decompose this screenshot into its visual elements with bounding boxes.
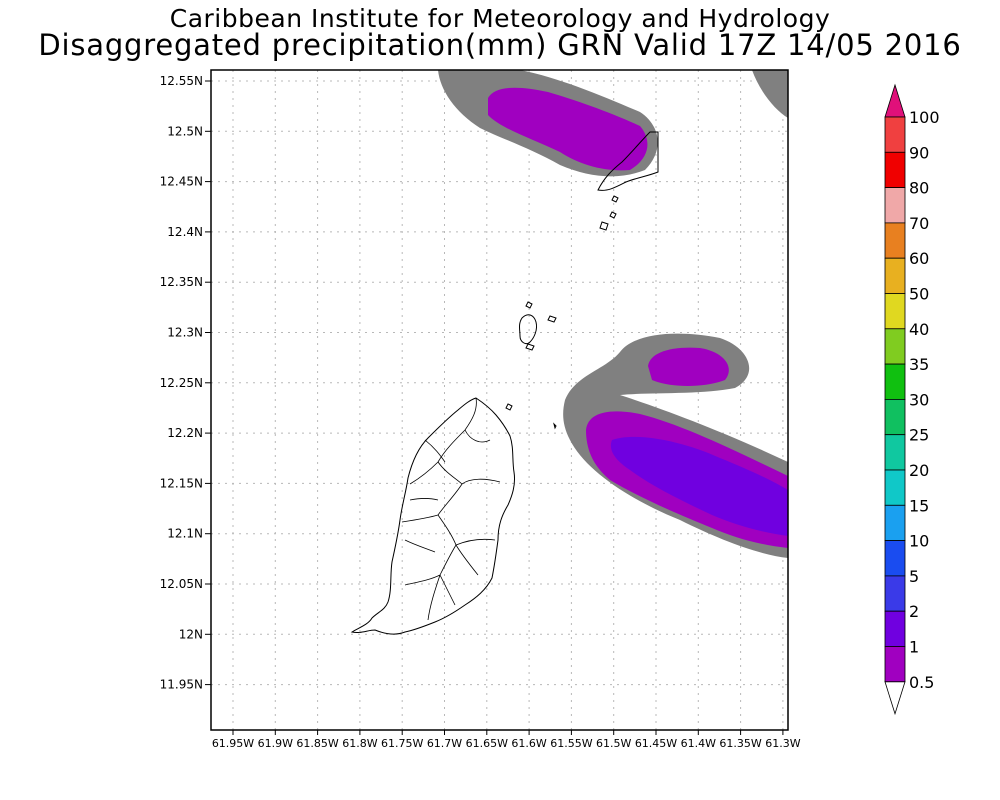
map-frame — [210, 69, 789, 731]
y-tick-label: 12.5N — [167, 124, 203, 138]
coastlines — [350, 131, 659, 635]
colorbar-label: 30 — [909, 390, 929, 409]
x-tick-label: 61.85W — [296, 737, 338, 750]
colorbar-label: 60 — [909, 249, 929, 268]
precipitation-field — [438, 70, 788, 558]
precip-area-northeast-low — [752, 70, 788, 118]
y-tick-label: 12.15N — [160, 476, 203, 490]
map-background — [211, 70, 788, 730]
x-tick-label: 61.95W — [212, 737, 254, 750]
precip-area-north-mid — [488, 87, 648, 171]
chart-title: Caribbean Institute for Meteorology and … — [169, 4, 831, 33]
x-tick-label: 61.9W — [258, 737, 293, 750]
colorbar-swatch — [884, 257, 906, 294]
y-tick-label: 12.1N — [167, 527, 203, 541]
colorbar-swatch — [884, 610, 906, 647]
colorbar-label: 90 — [909, 143, 929, 162]
colorbar-label: 10 — [909, 532, 929, 551]
colorbar-swatch — [884, 151, 906, 189]
colorbar-label: 25 — [909, 426, 929, 445]
precip-area-east-high — [610, 436, 788, 536]
small-island-8 — [611, 195, 619, 203]
y-tick-label: 12.35N — [160, 275, 203, 289]
x-tick-label: 61.7W — [427, 737, 462, 750]
colorbar-swatch — [884, 363, 906, 400]
colorbar-label: 40 — [909, 320, 929, 339]
x-tick-label: 61.8W — [342, 737, 377, 750]
small-island-6 — [599, 221, 609, 231]
colorbar-label: 2 — [909, 602, 919, 621]
colorbar-swatch — [884, 222, 906, 259]
colorbar-label: 70 — [909, 214, 929, 233]
small-island-3 — [525, 343, 535, 351]
x-tick-label: 61.4W — [681, 737, 716, 750]
colorbar-label: 0.5 — [909, 673, 934, 692]
colorbar-label: 100 — [909, 108, 940, 127]
y-tick-label: 12N — [179, 627, 203, 641]
y-tick-label: 11.95N — [160, 678, 203, 692]
colorbar-label: 80 — [909, 179, 929, 198]
colorbar-swatch — [884, 575, 906, 612]
y-tick-label: 12.25N — [160, 376, 203, 390]
x-tick-label: 61.3W — [765, 737, 800, 750]
colorbar-swatch — [884, 116, 906, 153]
colorbar-label: 5 — [909, 567, 919, 586]
x-axis-labels: 61.95W 61.9W 61.85W 61.8W 61.75W 61.7W 61.65W 6… — [212, 730, 801, 750]
colorbar-swatch — [884, 293, 906, 330]
colorbar-swatch — [884, 646, 906, 683]
colorbar-swatch — [884, 398, 906, 436]
colorbar-label: 15 — [909, 496, 929, 515]
colorbar-swatch — [884, 469, 906, 506]
y-tick-label: 12.05N — [160, 577, 203, 591]
grenada-island — [350, 397, 515, 635]
x-tick-label: 61.35W — [719, 737, 761, 750]
st-vincent-south — [597, 131, 659, 191]
y-axis-labels: 12.55N 12.5N 12.45N 12.4N 12.35N 12.3N 12.25N 1… — [160, 74, 211, 692]
chart-subtitle: Disaggregated precipitation(mm) GRN Vali… — [38, 28, 962, 62]
x-tick-label: 61.65W — [466, 737, 508, 750]
carriacou-island — [519, 314, 537, 345]
grenada-inner-boundaries — [401, 397, 501, 621]
colorbar-label: 35 — [909, 355, 929, 374]
small-island-5 — [553, 422, 557, 430]
colorbar-arrow-top — [884, 83, 906, 118]
y-tick-label: 12.4N — [167, 225, 203, 239]
y-tick-label: 12.3N — [167, 326, 203, 340]
colorbar-label: 1 — [909, 638, 919, 657]
y-tick-label: 12.55N — [160, 74, 203, 88]
colorbar-swatch — [884, 540, 906, 577]
colorbar-legend: 100 90 80 70 60 50 40 35 30 25 20 15 10 5 2 1 0.5 — [884, 83, 940, 716]
colorbar-swatch — [884, 187, 906, 224]
x-tick-label: 61.55W — [550, 737, 592, 750]
small-island-2 — [547, 315, 557, 323]
colorbar-swatch — [884, 328, 906, 365]
colorbar-swatch — [884, 504, 906, 541]
y-tick-label: 12.2N — [167, 426, 203, 440]
x-tick-label: 61.6W — [511, 737, 546, 750]
small-island-4 — [505, 403, 513, 411]
x-tick-label: 61.45W — [635, 737, 677, 750]
x-tick-label: 61.5W — [596, 737, 631, 750]
x-tick-label: 61.75W — [381, 737, 423, 750]
colorbar-label: 50 — [909, 285, 929, 304]
colorbar-swatch — [884, 434, 906, 471]
precip-area-east-small — [648, 347, 729, 386]
colorbar-label: 20 — [909, 461, 929, 480]
small-island-7 — [609, 211, 617, 219]
colorbar-arrow-bottom — [884, 681, 906, 716]
y-tick-label: 12.45N — [160, 175, 203, 189]
small-island-1 — [525, 301, 533, 309]
